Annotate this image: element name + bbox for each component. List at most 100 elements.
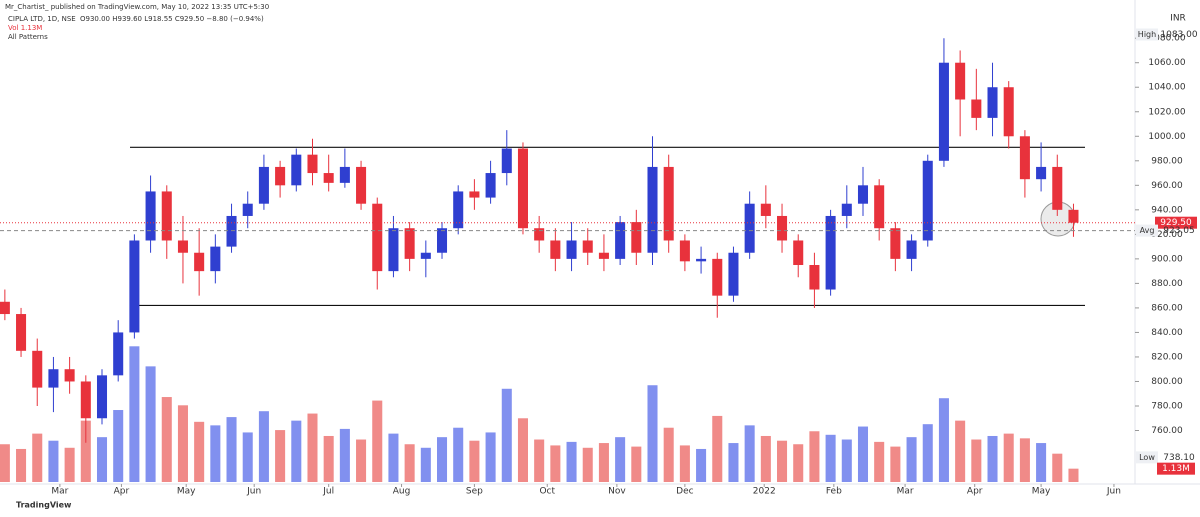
candle-body	[356, 166, 367, 204]
marker-name: Avg	[1140, 226, 1155, 235]
candle-body	[615, 222, 626, 259]
volume-bar	[517, 418, 528, 482]
candle-body	[32, 350, 43, 388]
marker-name: Low	[1139, 453, 1155, 462]
candle-body	[113, 332, 124, 376]
y-tick-label: 820.00	[1151, 352, 1183, 362]
y-tick-label: 1040.00	[1148, 83, 1185, 93]
candle-body	[987, 87, 998, 118]
x-tick-label: Dec	[676, 487, 693, 497]
volume-bar	[145, 366, 156, 482]
volume-bar	[356, 439, 367, 482]
volume-bar	[728, 443, 739, 482]
volume-bar	[194, 421, 205, 482]
candle-body	[825, 215, 836, 290]
y-tick-label: 900.00	[1151, 254, 1183, 264]
candle-body	[129, 240, 140, 333]
candle-body	[436, 228, 448, 253]
candle-body	[226, 215, 237, 247]
volume-bar	[987, 435, 998, 482]
volume-bar	[550, 445, 561, 482]
x-tick-label: Sep	[466, 487, 483, 497]
x-tick-label: Mar	[51, 487, 68, 497]
candle-body	[48, 369, 59, 388]
volume-bar	[696, 448, 707, 482]
marker-name-box	[1136, 28, 1158, 41]
volume-bar	[1068, 468, 1079, 482]
symbol: CIPLA LTD, 1D, NSE	[8, 15, 76, 23]
candle-body	[210, 246, 221, 272]
candle-body	[922, 160, 933, 241]
y-tick-label: 840.00	[1151, 328, 1183, 338]
y-tick-label: 760.00	[1151, 426, 1183, 436]
candle-body	[955, 62, 966, 100]
y-tick-label: 800.00	[1151, 377, 1183, 387]
candle-body	[64, 369, 75, 382]
marker-name-box	[1136, 451, 1158, 464]
volume-bar	[323, 435, 334, 482]
volume-bar	[1036, 443, 1047, 482]
candle-body	[1068, 209, 1079, 223]
volume-bar	[258, 411, 269, 482]
candle-body	[0, 301, 10, 315]
volume-bar	[566, 441, 577, 482]
candle-body	[1036, 166, 1047, 180]
candle-body	[517, 148, 528, 229]
y-tick-label: 980.00	[1151, 156, 1183, 166]
y-tick-label: 960.00	[1151, 181, 1183, 191]
candle-body	[679, 240, 690, 262]
x-tick-label: Mar	[897, 487, 914, 497]
candle-body	[258, 166, 269, 204]
candle-body	[372, 203, 383, 272]
candle-body	[501, 148, 512, 174]
y-tick-label: 1080.00	[1148, 34, 1185, 44]
volume-bar	[760, 435, 771, 482]
x-tick-label: May	[1032, 487, 1051, 497]
volume-bar	[48, 440, 59, 482]
candle-body	[291, 154, 302, 186]
candle-body	[469, 191, 480, 198]
last-price-box	[1155, 216, 1197, 229]
x-tick-label: Jun	[246, 487, 261, 497]
candle-body	[307, 154, 318, 174]
candle-body	[534, 228, 545, 241]
volume-bar	[307, 413, 318, 482]
y-tick-label: 1060.00	[1148, 58, 1185, 68]
x-tick-label: Nov	[608, 487, 626, 497]
patterns: All Patterns	[8, 33, 48, 41]
candle-body	[631, 222, 642, 253]
x-tick-label: Apr	[114, 487, 130, 497]
volume-bar	[226, 417, 237, 482]
candle-body	[177, 240, 188, 253]
volume-bar	[1003, 433, 1014, 482]
volume-bar	[113, 410, 124, 482]
candle-body	[874, 185, 885, 229]
volume-bar	[32, 433, 43, 482]
volume-bar	[469, 440, 480, 482]
volume-bar	[485, 432, 496, 482]
volume-bar	[0, 444, 10, 482]
volume-bar	[210, 425, 221, 482]
volume-bar	[841, 439, 852, 482]
candle-body	[841, 203, 852, 216]
x-tick-label: Feb	[826, 487, 842, 497]
candle-body	[857, 185, 869, 204]
volume-bar	[922, 424, 933, 482]
candle-body	[404, 228, 415, 259]
candle-body	[1019, 136, 1030, 180]
volume-bar	[874, 441, 885, 482]
volume-bar	[291, 420, 302, 482]
volume-bar	[938, 398, 949, 482]
y-tick-label: 1000.00	[1148, 132, 1185, 142]
candle-body	[275, 166, 286, 186]
publisher: Mr_Chartist_ published on TradingView.co…	[5, 3, 269, 11]
volume-bar	[242, 432, 253, 482]
candle-body	[777, 215, 788, 241]
volume-bar	[615, 437, 626, 482]
volume-bar	[436, 437, 448, 482]
volume-bar	[1052, 453, 1063, 482]
candle-body	[80, 381, 91, 419]
volume-label: 1.13M	[1162, 464, 1190, 474]
candle-body	[1052, 166, 1063, 210]
candle-body	[663, 166, 674, 241]
